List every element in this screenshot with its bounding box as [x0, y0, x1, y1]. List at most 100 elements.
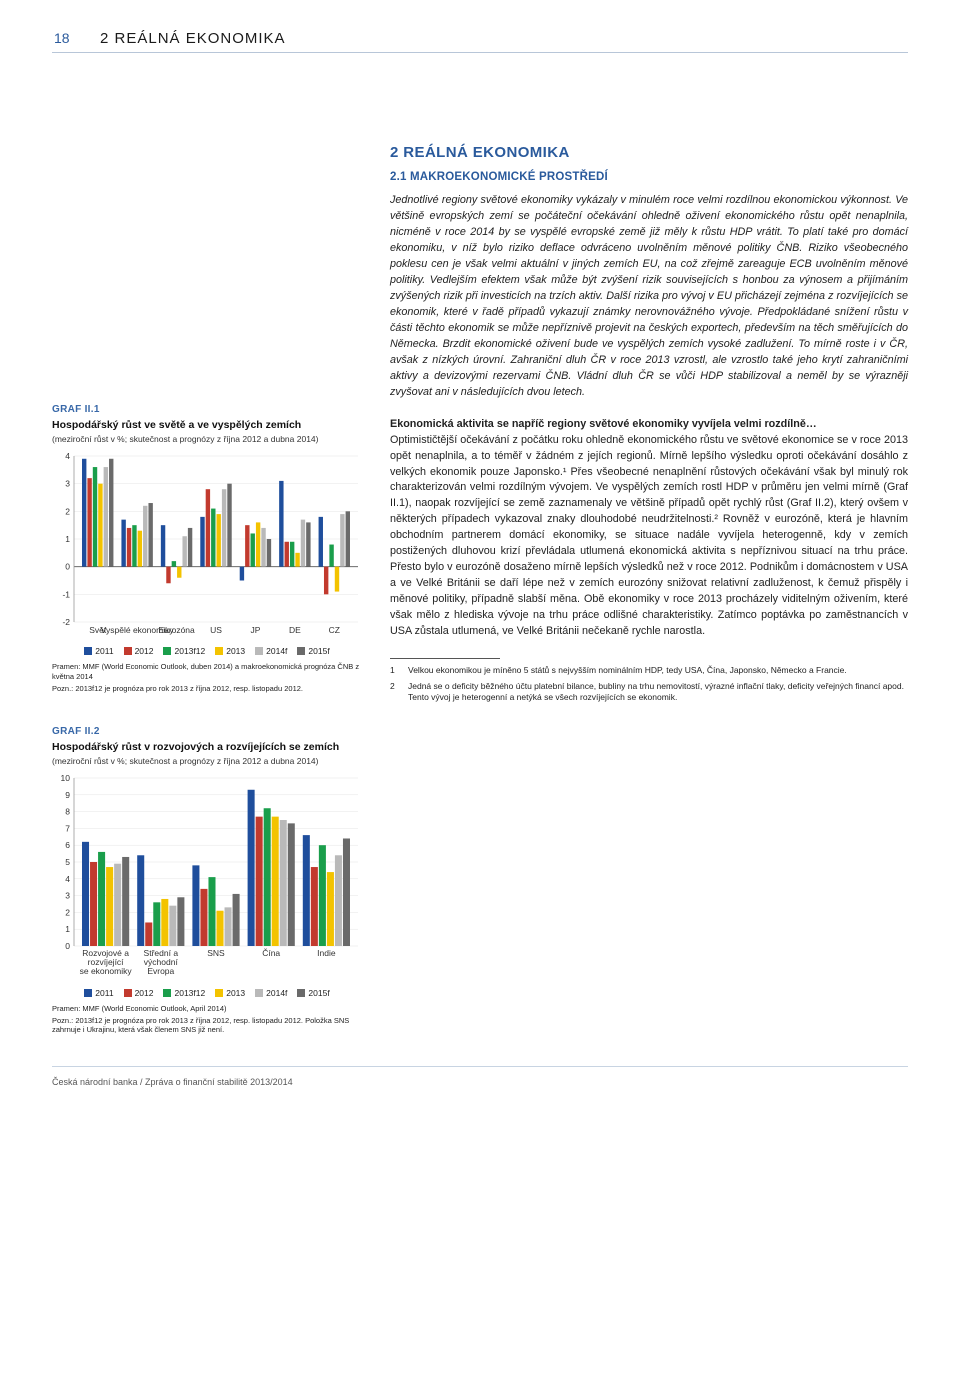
footnote-1-text: Velkou ekonomikou je míněno 5 států s ne… — [408, 665, 847, 676]
legend-label: 2012 — [135, 646, 154, 656]
intro-paragraph: Jednotlivé regiony světové ekonomiky vyk… — [390, 193, 908, 401]
svg-text:-1: -1 — [62, 590, 70, 600]
legend-item: 2011 — [84, 988, 113, 998]
chart-2-svg: 012345678910Rozvojové arozvíjejícíse eko… — [52, 772, 362, 982]
svg-text:Čína: Čína — [262, 948, 280, 958]
svg-text:CZ: CZ — [329, 625, 340, 635]
svg-text:Evropa: Evropa — [147, 966, 174, 976]
chart-1-subtitle: (meziroční růst v %; skutečnost a prognó… — [52, 434, 362, 444]
legend-item: 2015f — [297, 988, 329, 998]
chart-2-label: GRAF II.2 — [52, 726, 362, 737]
legend-swatch — [255, 989, 263, 997]
chart-2-note: Pozn.: 2013f12 je prognóza pro rok 2013 … — [52, 1016, 362, 1036]
legend-swatch — [215, 989, 223, 997]
legend-item: 2014f — [255, 646, 287, 656]
svg-text:JP: JP — [250, 625, 260, 635]
legend-swatch — [297, 989, 305, 997]
svg-text:Eurozóna: Eurozóna — [158, 625, 195, 635]
legend-swatch — [124, 989, 132, 997]
footer-text: Česká národní banka / Zpráva o finanční … — [52, 1077, 293, 1087]
svg-text:1: 1 — [65, 534, 70, 544]
chart-1-note: Pozn.: 2013f12 je prognóza pro rok 2013 … — [52, 684, 362, 694]
legend-item: 2012 — [124, 988, 154, 998]
footnote-2-text: Jedná se o deficity běžného účtu platebn… — [408, 681, 908, 704]
legend-label: 2011 — [95, 988, 113, 998]
svg-text:4: 4 — [65, 874, 70, 884]
legend-label: 2014f — [266, 646, 287, 656]
legend-item: 2013f12 — [163, 988, 205, 998]
chart-2-source: Pramen: MMF (World Economic Outlook, Apr… — [52, 1004, 362, 1014]
right-column: 2 REÁLNÁ EKONOMIKA 2.1 MAKROEKONOMICKÉ P… — [390, 144, 908, 1067]
legend-item: 2013f12 — [163, 646, 205, 656]
svg-text:7: 7 — [65, 823, 70, 833]
two-column-layout: GRAF II.1 Hospodářský růst ve světě a ve… — [52, 144, 908, 1067]
subsection-heading: 2.1 MAKROEKONOMICKÉ PROSTŘEDÍ — [390, 171, 908, 183]
legend-swatch — [163, 989, 171, 997]
svg-text:10: 10 — [61, 773, 71, 783]
chart-1-source: Pramen: MMF (World Economic Outlook, dub… — [52, 662, 362, 682]
left-top-spacer — [52, 144, 362, 404]
footnote-2-num: 2 — [390, 681, 400, 704]
footnote-rule — [390, 658, 500, 659]
body-paragraph: Ekonomická aktivita se napříč regiony sv… — [390, 417, 908, 641]
legend-label: 2014f — [266, 988, 287, 998]
svg-text:1: 1 — [65, 924, 70, 934]
paragraph-body: Optimističtější očekávání z počátku roku… — [390, 434, 908, 638]
svg-text:2: 2 — [65, 907, 70, 917]
svg-text:4: 4 — [65, 451, 70, 461]
svg-text:6: 6 — [65, 840, 70, 850]
legend-swatch — [124, 647, 132, 655]
legend-label: 2013f12 — [174, 988, 205, 998]
legend-label: 2013 — [226, 646, 245, 656]
running-head: 2 REÁLNÁ EKONOMIKA — [100, 30, 286, 47]
legend-swatch — [255, 647, 263, 655]
section-heading: 2 REÁLNÁ EKONOMIKA — [390, 144, 908, 161]
legend-label: 2013f12 — [174, 646, 205, 656]
chart-2-legend: 2011 2012 2013f12 2013 2014f 2015f — [52, 988, 362, 998]
chart-2-title: Hospodářský růst v rozvojových a rozvíje… — [52, 741, 362, 754]
svg-text:0: 0 — [65, 941, 70, 951]
legend-swatch — [163, 647, 171, 655]
svg-text:3: 3 — [65, 890, 70, 900]
footer-rule — [52, 1066, 908, 1067]
svg-text:0: 0 — [65, 562, 70, 572]
legend-label: 2013 — [226, 988, 245, 998]
paragraph-lead: Ekonomická aktivita se napříč regiony sv… — [390, 417, 908, 433]
svg-text:US: US — [210, 625, 222, 635]
page: 18 2 REÁLNÁ EKONOMIKA GRAF II.1 Hospodář… — [0, 0, 960, 1111]
legend-label: 2015f — [308, 988, 329, 998]
svg-text:DE: DE — [289, 625, 301, 635]
svg-text:9: 9 — [65, 790, 70, 800]
header-rule — [52, 52, 908, 53]
legend-item: 2012 — [124, 646, 154, 656]
legend-label: 2015f — [308, 646, 329, 656]
svg-text:SNS: SNS — [207, 948, 225, 958]
left-column: GRAF II.1 Hospodářský růst ve světě a ve… — [52, 144, 362, 1067]
page-number: 18 — [54, 30, 70, 46]
svg-text:5: 5 — [65, 857, 70, 867]
svg-text:3: 3 — [65, 479, 70, 489]
legend-item: 2013 — [215, 646, 245, 656]
legend-label: 2012 — [135, 988, 154, 998]
chart-1-label: GRAF II.1 — [52, 404, 362, 415]
legend-swatch — [84, 989, 92, 997]
legend-item: 2011 — [84, 646, 113, 656]
footnote-2: 2 Jedná se o deficity běžného účtu plate… — [390, 681, 908, 704]
svg-text:se ekonomiky: se ekonomiky — [80, 966, 133, 976]
legend-label: 2011 — [95, 646, 113, 656]
legend-swatch — [297, 647, 305, 655]
svg-text:8: 8 — [65, 806, 70, 816]
footnote-1-num: 1 — [390, 665, 400, 676]
chart-2-subtitle: (meziroční růst v %; skutečnost a prognó… — [52, 756, 362, 766]
chart-1-legend: 2011 2012 2013f12 2013 2014f 2015f — [52, 646, 362, 656]
chart-1-block: GRAF II.1 Hospodářský růst ve světě a ve… — [52, 404, 362, 694]
legend-item: 2013 — [215, 988, 245, 998]
legend-item: 2015f — [297, 646, 329, 656]
chart-1-svg: -2-101234SvětVyspělé ekonomikyEurozónaUS… — [52, 450, 362, 640]
legend-swatch — [84, 647, 92, 655]
svg-text:Indie: Indie — [317, 948, 336, 958]
chart-2-block: GRAF II.2 Hospodářský růst v rozvojových… — [52, 726, 362, 1036]
footnote-1: 1 Velkou ekonomikou je míněno 5 států s … — [390, 665, 908, 676]
legend-swatch — [215, 647, 223, 655]
legend-item: 2014f — [255, 988, 287, 998]
